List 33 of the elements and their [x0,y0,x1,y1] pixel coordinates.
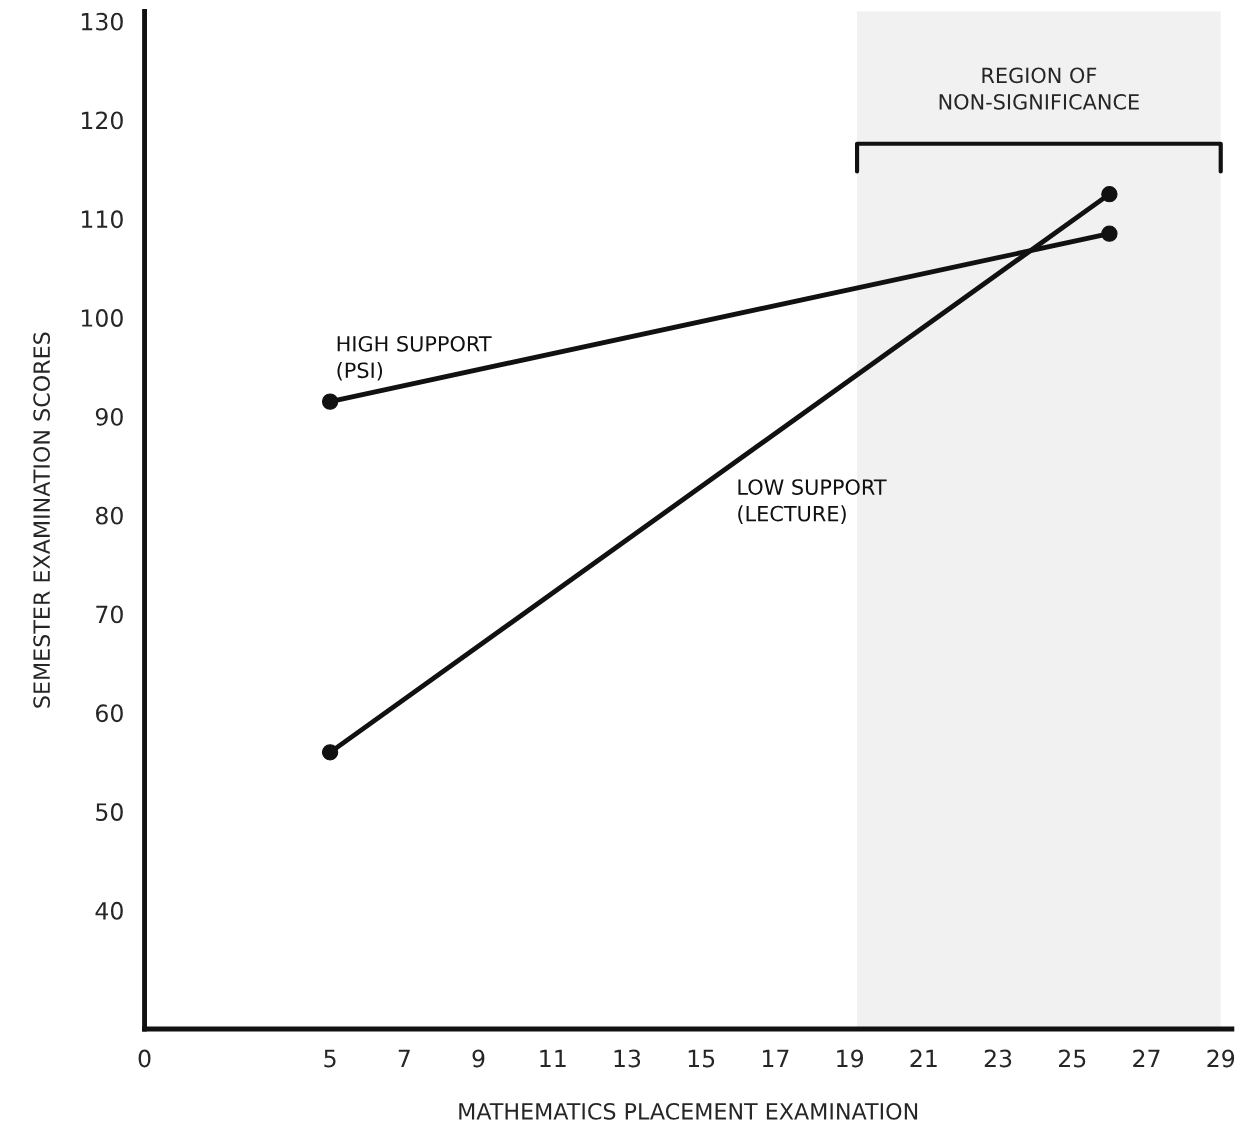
x-tick-label: 7 [398,1049,410,1068]
y-axis-title: SEMESTER EXAMINATION SCORES [33,332,51,708]
x-tick-label: 0 [138,1049,151,1068]
x-tick-label: 21 [910,1049,937,1068]
x-tick-label: 5 [324,1049,336,1068]
y-tick-label: 80 [95,506,123,525]
x-tick-label: 13 [614,1049,641,1068]
point [1101,225,1118,242]
y-tick-label: 100 [81,309,123,327]
series-label: HIGH SUPPORT (PSI) [337,335,492,381]
y-tick-label: 70 [96,605,123,624]
x-tick-label: 15 [688,1049,715,1068]
x-tick-label: 29 [1207,1049,1235,1068]
x-tick-label: 25 [1059,1049,1086,1068]
series-label: LOW SUPPORT (LECTURE) [738,479,887,524]
x-tick-label: 23 [984,1049,1012,1068]
x-tick-label: 11 [540,1049,566,1068]
y-tick-label: 50 [96,803,123,821]
point [1101,185,1118,203]
y-tick-label: 90 [95,407,123,426]
x-axis-title: MATHEMATICS PLACEMENT EXAMINATION [459,1102,918,1120]
x-tick-label: 27 [1133,1049,1160,1068]
band-label: REGION OF NON-SIGNIFICANCE [939,67,1139,110]
y-tick-label: 40 [95,901,123,920]
y-tick-label: 120 [81,111,123,130]
y-tick-label: 60 [96,704,123,723]
y-tick-label: 130 [81,12,123,31]
point [321,744,339,761]
point [321,393,339,410]
x-tick-label: 17 [762,1049,789,1068]
y-tick-label: 110 [81,210,123,229]
x-tick-label: 9 [472,1049,485,1068]
x-tick-label: 19 [837,1049,863,1068]
